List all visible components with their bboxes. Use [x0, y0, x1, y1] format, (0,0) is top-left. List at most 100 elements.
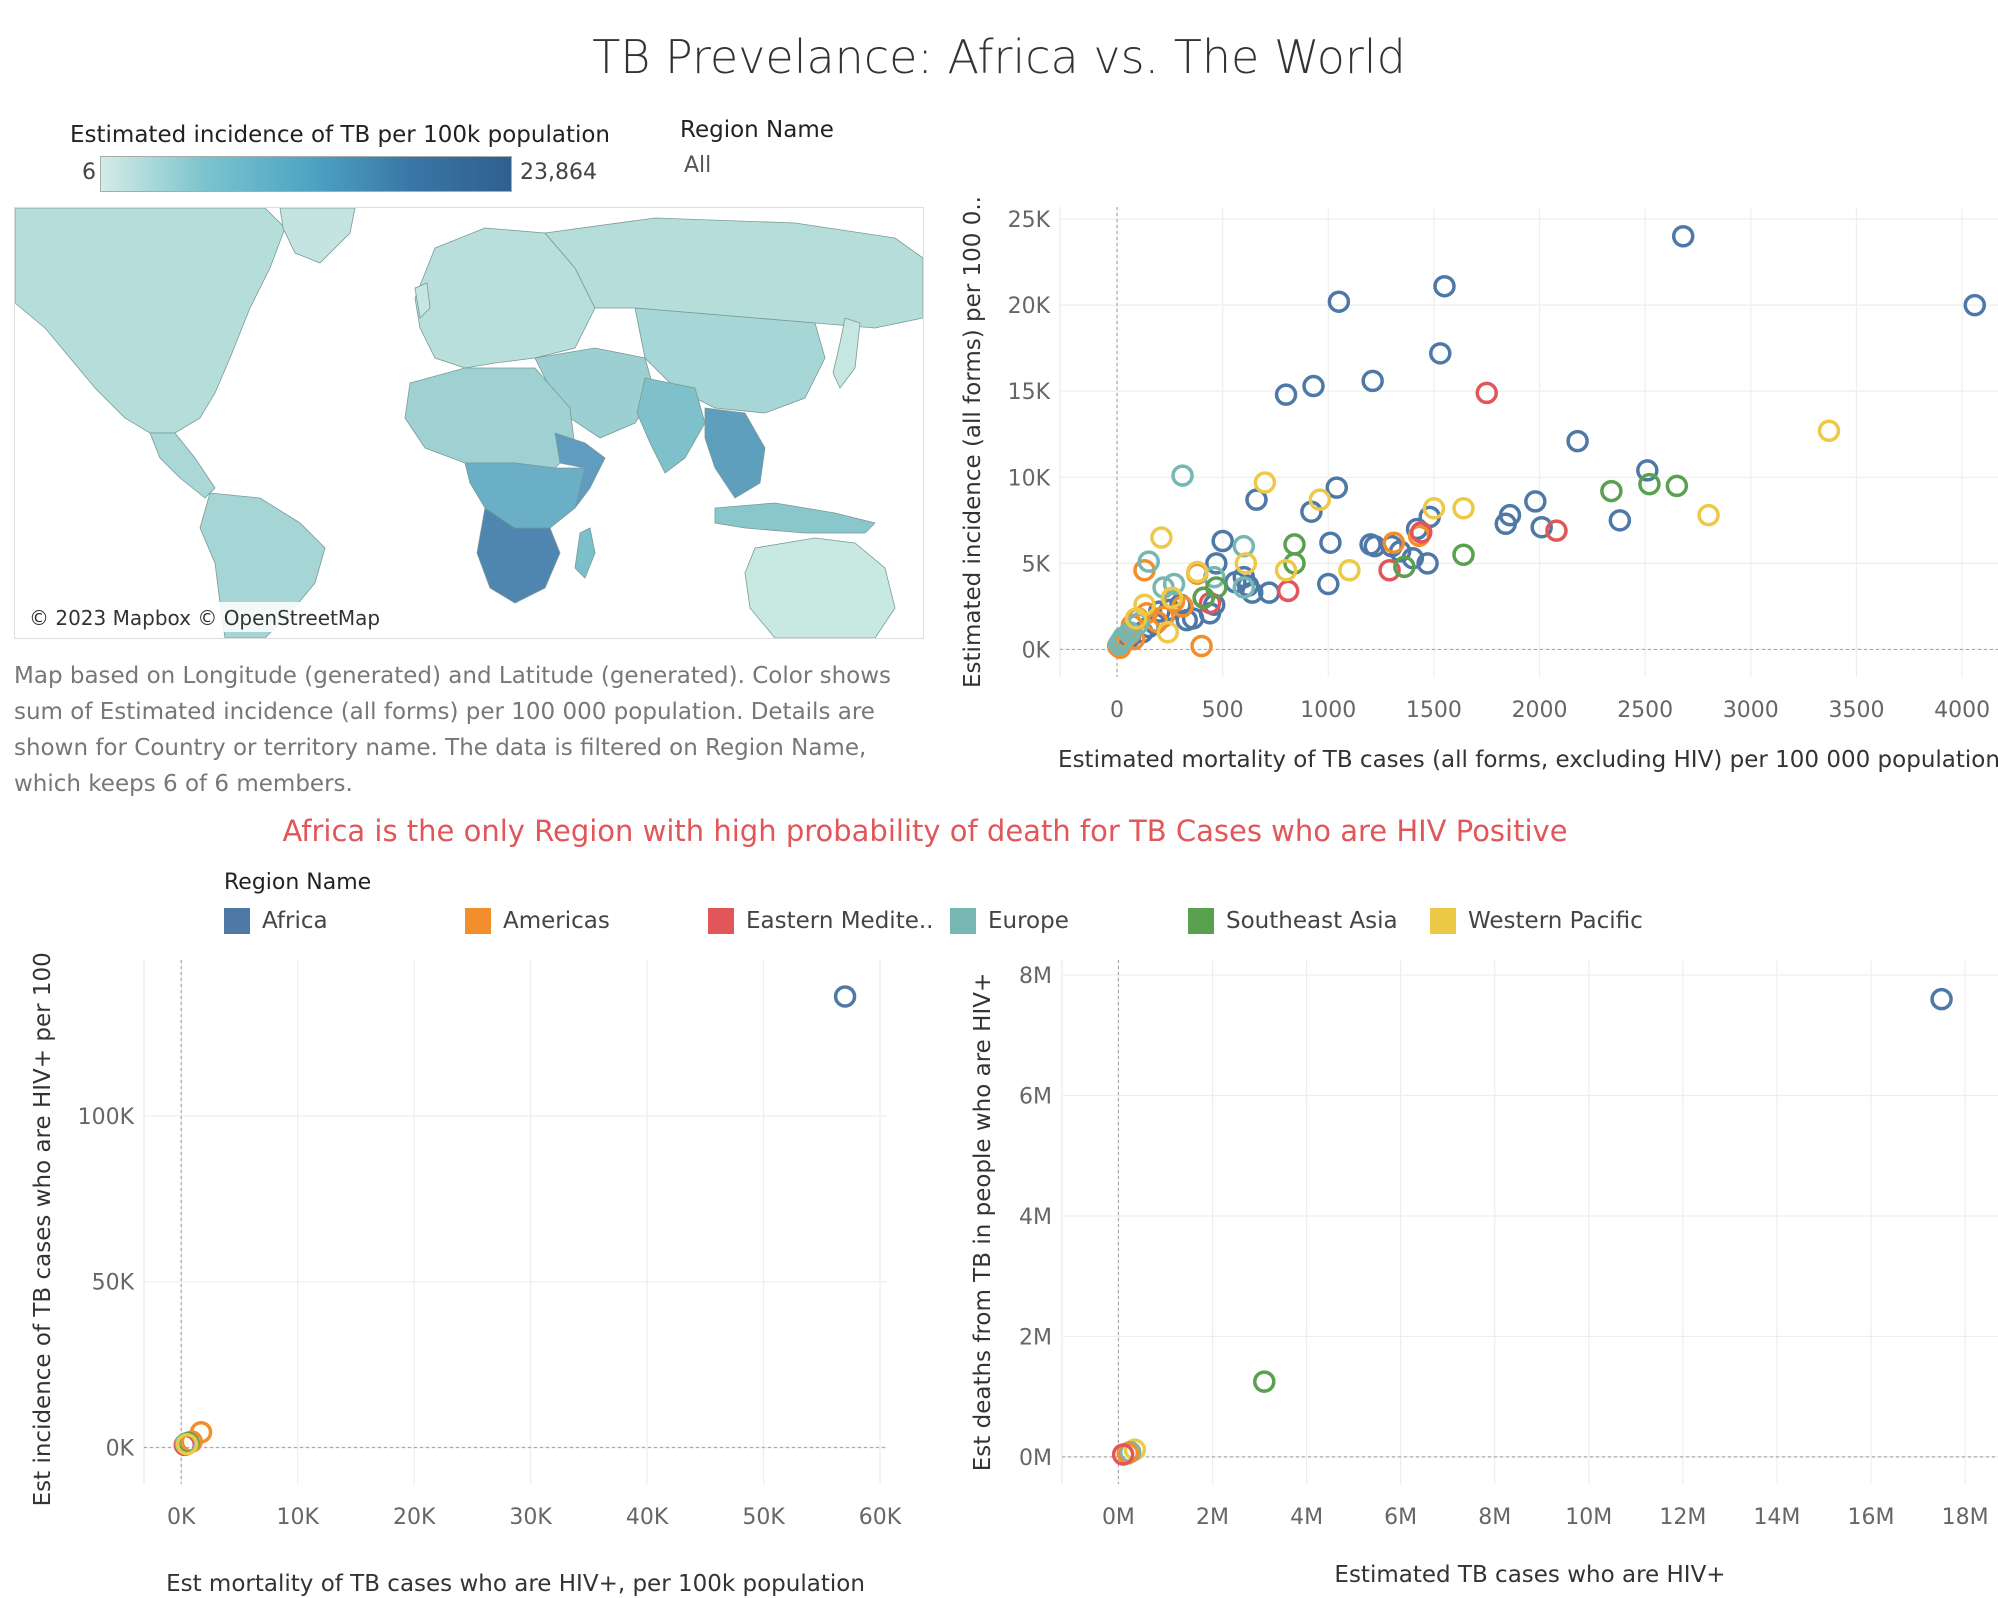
scatter-point[interactable] — [1325, 476, 1349, 499]
x-tick-label: 500 — [1202, 698, 1244, 723]
x-tick-label: 40K — [626, 1505, 669, 1530]
scatter-point[interactable] — [1245, 488, 1268, 511]
region-legend-item[interactable]: Western Pacific — [1430, 906, 1643, 936]
scatter-point[interactable] — [1566, 429, 1589, 453]
scatter-hiv-cases-vs-deaths[interactable]: 0M 2M 4M 6M 8M 10M 12M 14M 16M 18M 0M 2M 4M 6M 8M Estim… — [950, 950, 1998, 1598]
region-legend-item[interactable]: Europe — [950, 906, 1069, 936]
scatter-point[interactable] — [1665, 474, 1689, 498]
scatter-point[interactable] — [1378, 559, 1401, 582]
region-legend-swatch — [950, 908, 976, 934]
scatter-point[interactable] — [1156, 620, 1179, 644]
scatter-mortality-vs-incidence[interactable]: 0 500 1000 1500 2000 2500 3000 3500 4000 0K 5K 10K 1… — [950, 195, 1998, 795]
scatter-point[interactable] — [1160, 586, 1184, 610]
scatter-point[interactable] — [1382, 531, 1406, 554]
map-region-north-america[interactable] — [15, 208, 286, 434]
scatter-point[interactable] — [1276, 579, 1300, 603]
map-region-south-asia[interactable] — [636, 377, 706, 474]
scatter-point[interactable] — [1192, 586, 1215, 610]
map-region-uk[interactable] — [414, 282, 431, 319]
scatter-point[interactable] — [1433, 274, 1456, 298]
region-legend-swatch — [224, 908, 250, 934]
scatter-point[interactable] — [1308, 488, 1332, 511]
scatter-point[interactable] — [1452, 543, 1475, 567]
region-legend-label: Southeast Asia — [1226, 908, 1398, 934]
region-legend-item[interactable]: Eastern Medite.. — [708, 906, 934, 936]
scatter-point[interactable] — [1107, 633, 1131, 656]
scatter-point[interactable] — [1186, 560, 1209, 584]
scatter-point[interactable] — [1475, 381, 1498, 405]
scatter-point[interactable] — [1429, 342, 1452, 365]
map-region-east-africa[interactable] — [554, 432, 606, 509]
map-region-central-africa[interactable] — [464, 462, 586, 529]
scatter-point[interactable] — [833, 985, 857, 1008]
scatter-point[interactable] — [1671, 225, 1695, 248]
scatter-point[interactable] — [1234, 552, 1258, 575]
map-region-indonesia[interactable] — [714, 502, 876, 534]
map-region-southeast-asia[interactable] — [704, 407, 766, 499]
region-filter-value[interactable]: All — [684, 153, 712, 178]
map-region-southern-africa[interactable] — [476, 507, 561, 604]
scatter-point[interactable] — [1253, 471, 1277, 494]
scatter-hiv-mortality-vs-incidence[interactable]: 0K 10K 20K 30K 40K 50K 60K 0K 50K 100K Est mortali… — [10, 950, 910, 1598]
scatter-point[interactable] — [1162, 572, 1186, 596]
region-legend-item[interactable]: Americas — [465, 906, 610, 936]
scatter-point[interactable] — [1452, 497, 1475, 520]
scatter-point[interactable] — [1317, 572, 1340, 596]
y-tick-label: 15K — [1008, 380, 1051, 405]
scatter-point[interactable] — [1211, 529, 1234, 553]
scatter-point[interactable] — [1361, 369, 1384, 393]
scatter-point[interactable] — [1422, 497, 1446, 520]
map-region-australia[interactable] — [744, 537, 896, 638]
region-legend-item[interactable]: Southeast Asia — [1188, 906, 1398, 936]
map-region-greenland[interactable] — [279, 208, 356, 264]
world-map[interactable]: © 2023 Mapbox © OpenStreetMap — [14, 207, 924, 639]
scatter-point[interactable] — [1302, 374, 1325, 398]
scatter-point[interactable] — [1232, 576, 1256, 599]
x-tick-label: 0M — [1102, 1505, 1135, 1530]
scatter-point[interactable] — [1190, 634, 1213, 658]
y-axis-label: Est incidence of TB cases who are HIV+ p… — [30, 950, 56, 1506]
scatter-point[interactable] — [1410, 521, 1433, 544]
scatter-point[interactable] — [1600, 479, 1623, 503]
scatter-point[interactable] — [1530, 515, 1553, 539]
map-color-ramp — [100, 156, 512, 192]
scatter-point[interactable] — [1359, 533, 1382, 556]
scatter-point[interactable] — [1137, 550, 1160, 573]
region-legend-item[interactable]: Africa — [224, 906, 328, 936]
scatter-point[interactable] — [1274, 559, 1298, 582]
scatter-point[interactable] — [175, 1432, 199, 1456]
scatter-point[interactable] — [1171, 464, 1194, 487]
map-attribution-bg — [21, 602, 385, 632]
scatter-point[interactable] — [1253, 1370, 1276, 1393]
scatter-point[interactable] — [1697, 503, 1720, 527]
region-filter-label: Region Name — [680, 117, 834, 143]
scatter-point[interactable] — [1283, 533, 1306, 556]
region-legend-title: Region Name — [224, 870, 372, 895]
scatter-point[interactable] — [1416, 552, 1439, 575]
scatter-point[interactable] — [1524, 490, 1547, 513]
map-region-madagascar[interactable] — [574, 527, 596, 579]
scatter-point[interactable] — [1393, 555, 1416, 579]
scatter-point[interactable] — [1319, 531, 1342, 554]
scatter-point[interactable] — [1930, 987, 1953, 1011]
scatter-point[interactable] — [1817, 419, 1841, 443]
scatter-point[interactable] — [1274, 383, 1298, 406]
scatter-point[interactable] — [1124, 607, 1148, 630]
map-attribution[interactable]: © 2023 Mapbox © OpenStreetMap — [29, 606, 380, 630]
map-region-japan[interactable] — [832, 317, 861, 389]
scatter-point[interactable] — [1963, 293, 1987, 317]
scatter-point[interactable] — [1205, 552, 1228, 575]
y-axis-label: Est deaths from TB in people who are HIV… — [970, 973, 996, 1471]
scatter-point[interactable] — [1338, 559, 1361, 582]
scatter-point[interactable] — [1545, 519, 1568, 542]
scatter-point[interactable] — [1494, 512, 1518, 536]
scatter-point[interactable] — [1327, 290, 1351, 313]
x-tick-label: 10K — [277, 1505, 320, 1530]
scatter-point[interactable] — [1636, 459, 1659, 482]
scatter-point[interactable] — [1150, 526, 1173, 549]
scatter-point[interactable] — [1175, 608, 1199, 632]
scatter-point[interactable] — [1608, 509, 1632, 532]
scatter-point[interactable] — [1111, 1443, 1135, 1466]
y-tick-label: 2M — [1019, 1325, 1052, 1350]
scatter-point[interactable] — [1638, 472, 1661, 496]
